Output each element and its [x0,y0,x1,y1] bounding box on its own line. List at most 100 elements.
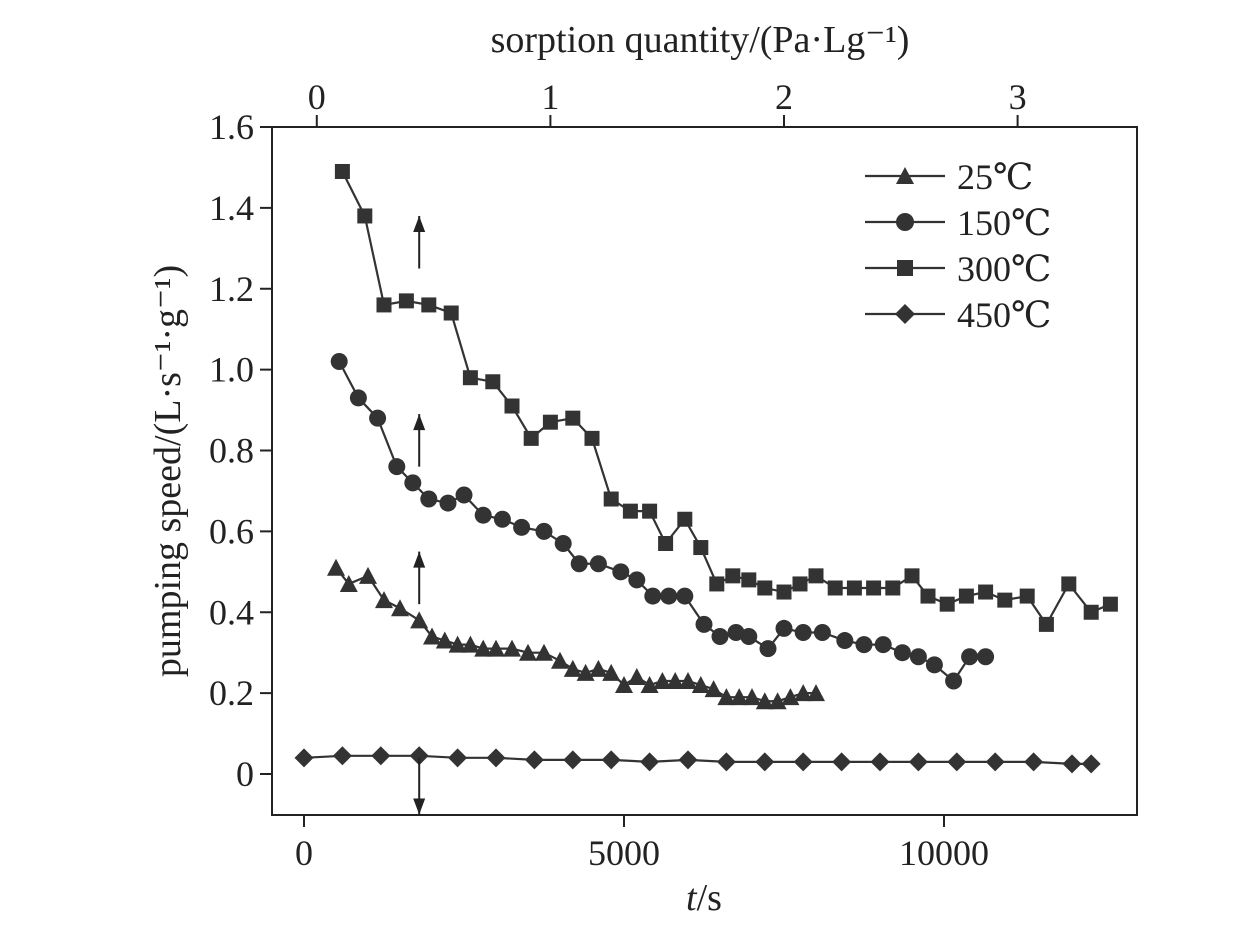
series-line [303,754,1092,765]
data-point-diamond [985,752,1005,772]
data-point-circle [977,648,995,666]
data-point-triangle [375,591,393,609]
arrow-down-icon [413,798,426,815]
data-point-circle [455,486,473,504]
data-point-circle [961,648,979,666]
data-point-diamond [832,752,852,772]
series-triangle [327,558,825,710]
data-point-square [904,568,920,584]
data-point-square [997,592,1013,608]
data-point-circle [759,640,777,658]
data-point-circle [589,555,607,573]
data-point-circle [404,474,422,492]
data-point-triangle [602,663,621,681]
data-point-triangle [519,643,537,661]
data-point-circle [711,628,729,646]
data-point-square [827,580,843,596]
data-point-square [792,576,808,592]
data-point-square [725,568,741,584]
data-point-diamond [640,752,660,772]
data-point-circle [855,636,873,654]
data-point-triangle [704,680,723,698]
data-point-triangle [391,599,409,617]
data-point-triangle [435,631,454,649]
data-point-triangle [807,684,825,702]
arrow-up-icon [413,551,426,568]
square-marker-icon [897,260,913,276]
y-tick-label: 0.2 [209,673,254,713]
data-point-circle [893,644,911,662]
ticks-layer: 0 0.2 0.4 0.6 0.8 1.0 1.2 1.4 1.6 0 5000 10000 0 1 2 3 [209,77,1027,873]
data-point-diamond [755,752,775,772]
circle-marker-icon [896,213,914,231]
legend-item-300c: 300℃ [865,249,1051,289]
data-point-circle [925,656,943,674]
data-point-circle [644,587,662,605]
y-tick-label: 0.4 [209,592,254,632]
y-tick-label: 0 [236,754,254,794]
data-point-circle [628,571,646,589]
y-axis-label: pumping speed/(L·s⁻¹·g⁻¹) [147,265,189,677]
data-point-circle [612,563,630,581]
data-point-diamond [870,752,890,772]
data-point-square [584,430,600,446]
data-point-diamond [1081,754,1101,774]
y-tick-label: 0.6 [209,511,254,551]
data-point-square [462,370,478,386]
data-point-square [958,588,974,604]
data-point-square [776,584,792,600]
data-point-square [920,588,936,604]
data-point-circle [775,619,793,637]
data-point-circle [474,506,492,524]
y-tick-label: 1.4 [209,188,254,228]
x-axis-label: t/s [686,877,722,919]
data-point-triangle [410,611,429,629]
data-point-diamond [1024,752,1044,772]
data-point-square [741,572,757,588]
data-point-square [485,374,501,390]
data-point-square [693,540,709,556]
data-point-diamond [793,752,813,772]
data-point-square [622,503,638,519]
x-tick-label: 10000 [899,833,989,873]
data-point-circle [794,623,812,641]
series-layer [294,163,1118,774]
data-point-circle [388,458,406,476]
data-point-triangle [359,566,377,584]
data-point-triangle [691,676,710,694]
data-point-circle [676,587,694,605]
data-point-triangle [589,659,608,677]
series-circle [330,353,995,690]
legend-item-25c: 25℃ [865,157,1033,197]
data-point-square [376,297,392,313]
data-point-circle [439,494,457,512]
diamond-marker-icon [895,304,915,324]
data-point-square [603,491,619,507]
legend-label: 300℃ [957,249,1051,289]
data-point-circle [570,555,588,573]
triangle-marker-icon [896,167,914,184]
x-tick-label: 0 [295,833,313,873]
data-point-square [1061,576,1077,592]
data-point-square [565,410,581,426]
data-point-diamond [908,752,928,772]
data-point-triangle [474,639,493,657]
data-point-triangle [339,574,358,592]
data-point-diamond [409,746,429,766]
data-point-square [542,414,558,430]
data-point-square [757,580,773,596]
top-axis-label: sorption quantity/(Pa·Lg⁻¹) [491,19,910,61]
x-tick-label: 5000 [588,833,660,873]
data-point-triangle [461,635,480,653]
data-point-square [642,503,658,519]
plot-frame [271,126,1138,816]
series-line [338,361,986,683]
data-point-diamond [1062,754,1082,774]
data-point-circle [874,636,892,654]
data-point-diamond [371,746,391,766]
data-point-triangle [627,667,646,685]
data-point-square [885,580,901,596]
data-point-triangle [423,627,441,645]
x-axis-label-unit: /s [697,877,722,919]
